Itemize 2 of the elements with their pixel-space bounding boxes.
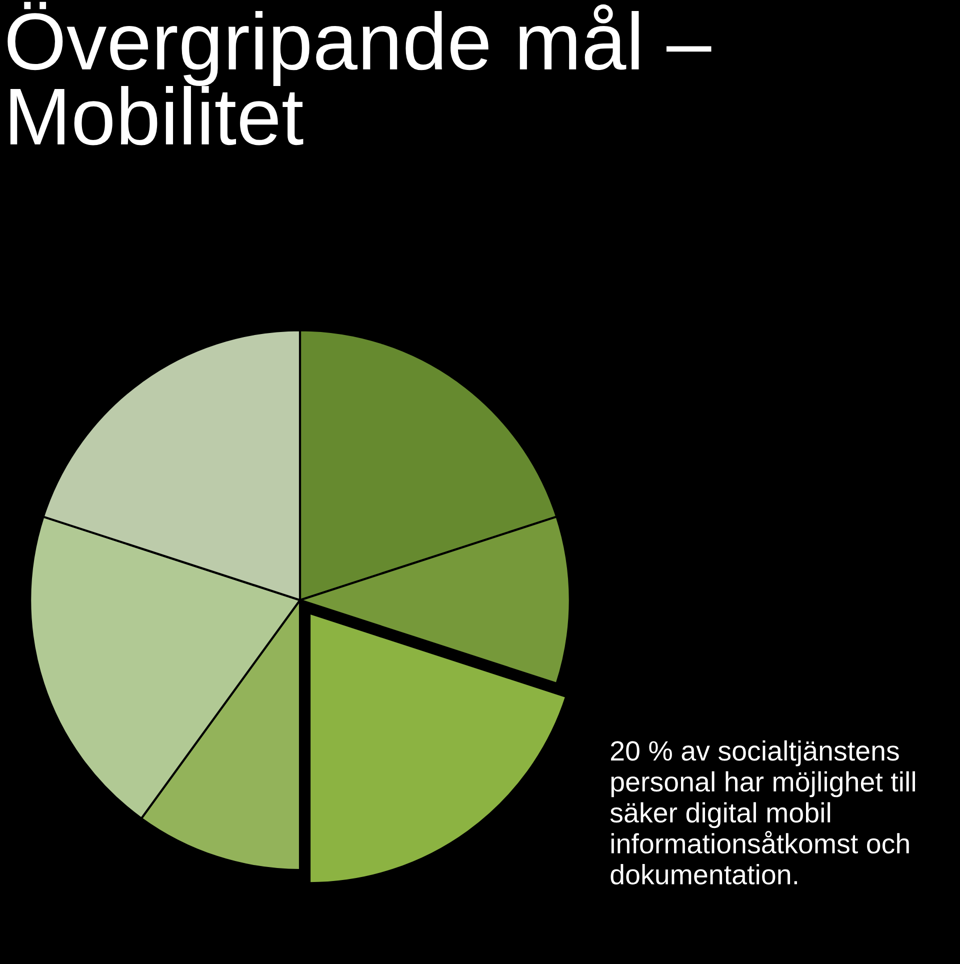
chart-title: Övergripande mål – Mobilitet xyxy=(8,2,712,146)
text: 20 % av socialtjänstens personal har möjlighet till säker digital mobil informationsåtkomst och dokumentation. xyxy=(610,740,915,884)
